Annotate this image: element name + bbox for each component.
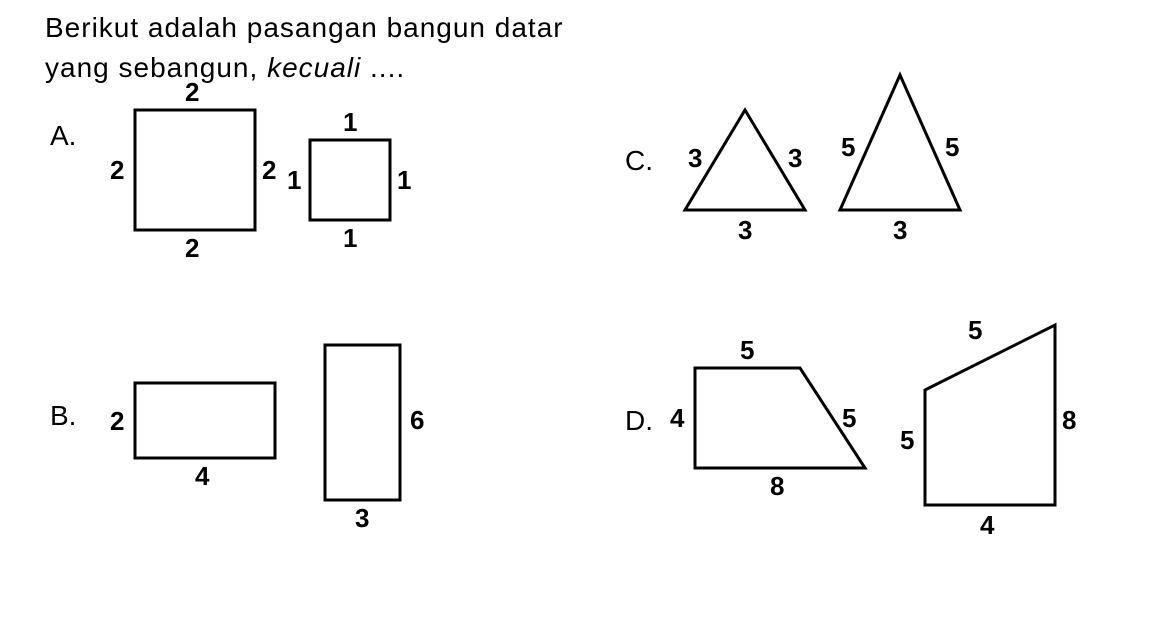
trapezoid-icon — [925, 325, 1055, 505]
option-a-shape2: 1 1 1 1 — [305, 135, 395, 230]
option-b-shape1: 2 4 — [130, 378, 280, 468]
c1-right: 3 — [788, 143, 802, 174]
d1-top: 5 — [740, 335, 754, 366]
rectangle-icon — [325, 345, 400, 500]
option-d-label: D. — [625, 405, 653, 437]
option-d-shape1: 5 5 8 4 — [690, 363, 870, 478]
question-line2-italic: kecuali — [267, 52, 361, 83]
a1-right: 2 — [262, 155, 276, 186]
b2-right: 6 — [410, 405, 424, 436]
d1-left: 4 — [670, 403, 684, 434]
question-line2-p1: yang sebangun, — [45, 52, 267, 83]
triangle-icon — [685, 110, 805, 210]
d2-right: 8 — [1062, 405, 1076, 436]
c2-right: 5 — [945, 132, 959, 163]
b1-bottom: 4 — [195, 461, 209, 492]
a1-left: 2 — [110, 155, 124, 186]
a1-top: 2 — [185, 77, 199, 108]
option-a-label: A. — [50, 120, 76, 152]
option-c-shape2: 5 5 3 — [835, 70, 965, 220]
trapezoid-icon — [695, 368, 865, 468]
d2-top: 5 — [968, 315, 982, 346]
triangle-icon — [840, 75, 960, 210]
c2-left: 5 — [841, 132, 855, 163]
b1-left: 2 — [110, 406, 124, 437]
b2-bottom: 3 — [355, 503, 369, 534]
rectangle-icon — [135, 383, 275, 458]
question-line2-p2: .... — [361, 52, 405, 83]
a1-bottom: 2 — [185, 233, 199, 264]
option-b-label: B. — [50, 400, 76, 432]
question-line2: yang sebangun, kecuali .... — [45, 52, 405, 84]
d2-bottom: 4 — [980, 510, 994, 541]
d2-left: 5 — [900, 425, 914, 456]
d1-bottom: 8 — [770, 471, 784, 502]
option-c-label: C. — [625, 145, 653, 177]
a2-left: 1 — [287, 165, 301, 196]
a2-right: 1 — [397, 165, 411, 196]
option-d-shape2: 5 8 4 5 — [920, 320, 1060, 515]
option-c-shape1: 3 3 3 — [680, 105, 810, 220]
c2-bottom: 3 — [893, 215, 907, 246]
option-b-shape2: 6 3 — [320, 340, 405, 510]
a2-top: 1 — [343, 107, 357, 138]
option-a-shape1: 2 2 2 2 — [130, 105, 260, 240]
a2-bottom: 1 — [343, 223, 357, 254]
question-line1: Berikut adalah pasangan bangun datar — [45, 12, 564, 44]
d1-right: 5 — [842, 403, 856, 434]
square-icon — [310, 140, 390, 220]
square-icon — [135, 110, 255, 230]
c1-bottom: 3 — [738, 215, 752, 246]
c1-left: 3 — [688, 143, 702, 174]
